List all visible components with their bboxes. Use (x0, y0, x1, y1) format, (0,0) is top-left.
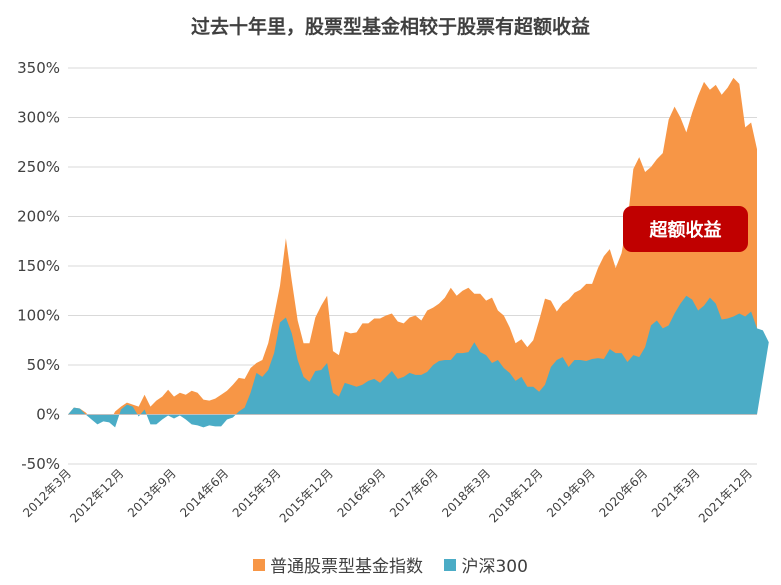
legend-swatch-fund-index (253, 558, 266, 571)
x-tick-label: 2021年12月 (696, 466, 755, 525)
y-axis-ticks: -50% 0% 50% 100% 150% 200% 250% 300% 350% (17, 59, 60, 473)
series-area-fund-index (68, 77, 757, 423)
chart-title: 过去十年里，股票型基金相较于股票有超额收益 (190, 16, 590, 38)
series-area-csi300 (68, 295, 769, 428)
y-tick-label: 200% (17, 208, 60, 226)
y-tick-label: -50% (21, 455, 60, 473)
y-tick-label: 350% (17, 59, 60, 77)
excess-return-annotation: 超额收益 (623, 206, 748, 252)
x-tick-label: 2020年6月 (596, 466, 650, 520)
x-tick-label: 2012年3月 (20, 466, 74, 520)
legend: 普通股票型基金指数 沪深300 (0, 552, 781, 577)
x-tick-label: 2021年3月 (649, 466, 703, 520)
legend-label-csi300: 沪深300 (461, 557, 528, 577)
x-tick-label: 2019年9月 (544, 466, 598, 520)
legend-item-fund-index[interactable]: 普通股票型基金指数 (253, 552, 423, 577)
x-tick-label: 2016年9月 (335, 466, 389, 520)
legend-swatch-csi300 (444, 558, 457, 571)
legend-label-fund-index: 普通股票型基金指数 (270, 557, 424, 577)
series-areas (68, 77, 769, 428)
legend-item-csi300[interactable]: 沪深300 (444, 552, 528, 577)
x-tick-label: 2012年12月 (67, 466, 126, 525)
y-tick-label: 150% (17, 257, 60, 275)
y-tick-label: 0% (36, 406, 60, 424)
y-tick-label: 50% (27, 356, 60, 374)
x-axis-ticks: 2012年3月2012年12月2013年9月2014年6月2015年3月2015… (20, 466, 755, 525)
y-tick-label: 250% (17, 158, 60, 176)
x-tick-label: 2014年6月 (177, 466, 231, 520)
x-tick-label: 2018年12月 (486, 466, 545, 525)
x-tick-label: 2017年6月 (387, 466, 441, 520)
x-tick-label: 2015年3月 (230, 466, 284, 520)
x-tick-label: 2018年3月 (439, 466, 493, 520)
y-tick-label: 300% (17, 109, 60, 127)
y-tick-label: 100% (17, 307, 60, 325)
x-tick-label: 2015年12月 (277, 466, 336, 525)
x-tick-label: 2013年9月 (125, 466, 179, 520)
